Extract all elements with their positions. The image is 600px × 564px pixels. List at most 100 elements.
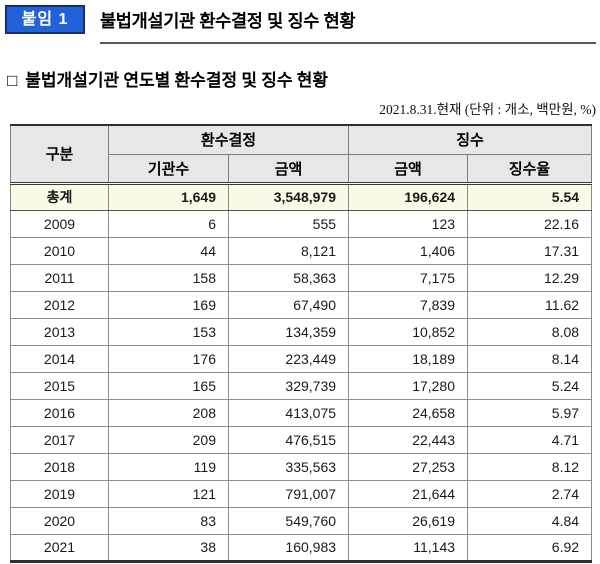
- institution-count-cell: 83: [108, 506, 229, 535]
- collected-amount-cell: 123: [348, 209, 469, 238]
- year-cell: 2017: [10, 425, 109, 454]
- decided-amount-cell: 555: [227, 209, 350, 238]
- collected-amount-cell: 27,253: [348, 452, 469, 481]
- decided-amount-cell: 335,563: [227, 452, 350, 481]
- decided-amount-cell: 791,007: [227, 479, 350, 508]
- total-row: 총계 1,649 3,548,979 196,624 5.54: [10, 182, 593, 211]
- table-row: 2010 44 8,121 1,406 17.31: [10, 236, 593, 265]
- attachment-badge: 붙임 1: [5, 5, 85, 34]
- collection-rate-cell: 6.92: [467, 533, 593, 562]
- attachment-badge-label: 붙임 1: [21, 11, 69, 28]
- year-cell: 2010: [10, 236, 109, 265]
- year-cell: 2018: [10, 452, 109, 481]
- year-cell: 2016: [10, 398, 109, 427]
- table-row: 2016 208 413,075 24,658 5.97: [10, 398, 593, 427]
- collected-amount-cell: 7,175: [348, 263, 469, 292]
- decided-amount-cell: 67,490: [227, 290, 350, 319]
- table-row: 2018 119 335,563 27,253 8.12: [10, 452, 593, 481]
- table-row: 2020 83 549,760 26,619 4.84: [10, 506, 593, 535]
- table-row: 2021 38 160,983 11,143 6.92: [10, 533, 593, 562]
- collected-amount-cell: 196,624: [348, 182, 469, 211]
- institution-count-cell: 176: [108, 344, 229, 373]
- collection-rate-cell: 4.71: [467, 425, 593, 454]
- collected-amount-cell: 22,443: [348, 425, 469, 454]
- header-recovery-decision: 환수결정: [107, 124, 350, 155]
- header-category: 구분: [10, 124, 109, 185]
- table-row: 2017 209 476,515 22,443 4.71: [10, 425, 593, 454]
- institution-count-cell: 169: [108, 290, 229, 319]
- table-header: 구분 환수결정 징수 기관수 금액 금액 징수율: [10, 124, 593, 185]
- collection-rate-cell: 12.29: [467, 263, 593, 292]
- collected-amount-cell: 7,839: [348, 290, 469, 319]
- decided-amount-cell: 160,983: [227, 533, 350, 562]
- institution-count-cell: 38: [108, 533, 229, 562]
- year-cell: 총계: [10, 182, 109, 211]
- decided-amount-cell: 134,359: [227, 317, 350, 346]
- document-header: 붙임 1 불법개설기관 환수결정 및 징수 현황: [0, 5, 600, 44]
- year-cell: 2014: [10, 344, 109, 373]
- date-unit-note: 2021.8.31.현재 (단위 : 개소, 백만원, %): [379, 102, 596, 117]
- decided-amount-cell: 3,548,979: [227, 182, 350, 211]
- collected-amount-cell: 26,619: [348, 506, 469, 535]
- year-cell: 2020: [10, 506, 109, 535]
- collected-amount-cell: 18,189: [348, 344, 469, 373]
- collection-rate-cell: 22.16: [467, 209, 593, 238]
- institution-count-cell: 208: [108, 398, 229, 427]
- collected-amount-cell: 11,143: [348, 533, 469, 562]
- collection-rate-cell: 2.74: [467, 479, 593, 508]
- decided-amount-cell: 329,739: [227, 371, 350, 400]
- institution-count-cell: 153: [108, 317, 229, 346]
- table-row: 2011 158 58,363 7,175 12.29: [10, 263, 593, 292]
- table-row: 2014 176 223,449 18,189 8.14: [10, 344, 593, 373]
- decided-amount-cell: 8,121: [227, 236, 350, 265]
- header-collected-amount: 금액: [348, 153, 469, 185]
- table-body: 총계 1,649 3,548,979 196,624 5.54 2009 6 555 123 22…: [10, 182, 593, 562]
- collection-rate-cell: 5.54: [467, 182, 593, 211]
- decided-amount-cell: 58,363: [227, 263, 350, 292]
- collection-rate-cell: 17.31: [467, 236, 593, 265]
- header-institution-count: 기관수: [108, 153, 229, 185]
- collected-amount-cell: 1,406: [348, 236, 469, 265]
- decided-amount-cell: 476,515: [227, 425, 350, 454]
- section-subtitle-text: 불법개설기관 연도별 환수결정 및 징수 현황: [25, 71, 329, 90]
- collection-rate-cell: 4.84: [467, 506, 593, 535]
- table-row: 2019 121 791,007 21,644 2.74: [10, 479, 593, 508]
- section-subtitle: □ 불법개설기관 연도별 환수결정 및 징수 현황: [7, 66, 600, 91]
- page-title: 불법개설기관 환수결정 및 징수 현황: [100, 11, 356, 31]
- collected-amount-cell: 24,658: [348, 398, 469, 427]
- collection-rate-cell: 5.97: [467, 398, 593, 427]
- decided-amount-cell: 549,760: [227, 506, 350, 535]
- institution-count-cell: 158: [108, 263, 229, 292]
- square-bullet-icon: □: [7, 71, 18, 90]
- year-cell: 2013: [10, 317, 109, 346]
- decided-amount-cell: 223,449: [227, 344, 350, 373]
- header-collection: 징수: [348, 124, 593, 155]
- collection-rate-cell: 8.08: [467, 317, 593, 346]
- year-cell: 2021: [10, 533, 109, 562]
- year-cell: 2012: [10, 290, 109, 319]
- year-cell: 2019: [10, 479, 109, 508]
- header-decided-amount: 금액: [227, 153, 350, 185]
- collected-amount-cell: 10,852: [348, 317, 469, 346]
- table-header-sub-row: 기관수 금액 금액 징수율: [11, 153, 593, 185]
- collected-amount-cell: 17,280: [348, 371, 469, 400]
- header-collection-rate: 징수율: [467, 153, 593, 185]
- institution-count-cell: 1,649: [108, 182, 229, 211]
- table-header-group-row: 구분 환수결정 징수: [10, 124, 593, 185]
- table-row: 2015 165 329,739 17,280 5.24: [10, 371, 593, 400]
- table-row: 2009 6 555 123 22.16: [10, 209, 593, 238]
- year-cell: 2015: [10, 371, 109, 400]
- collected-amount-cell: 21,644: [348, 479, 469, 508]
- title-block: 불법개설기관 환수결정 및 징수 현황: [100, 5, 596, 44]
- collection-rate-cell: 8.14: [467, 344, 593, 373]
- year-cell: 2009: [10, 209, 109, 238]
- collection-rate-cell: 11.62: [467, 290, 593, 319]
- institution-count-cell: 6: [108, 209, 229, 238]
- institution-count-cell: 119: [108, 452, 229, 481]
- table-row: 2012 169 67,490 7,839 11.62: [10, 290, 593, 319]
- institution-count-cell: 44: [108, 236, 229, 265]
- decided-amount-cell: 413,075: [227, 398, 350, 427]
- collection-rate-cell: 5.24: [467, 371, 593, 400]
- table-row: 2013 153 134,359 10,852 8.08: [10, 317, 593, 346]
